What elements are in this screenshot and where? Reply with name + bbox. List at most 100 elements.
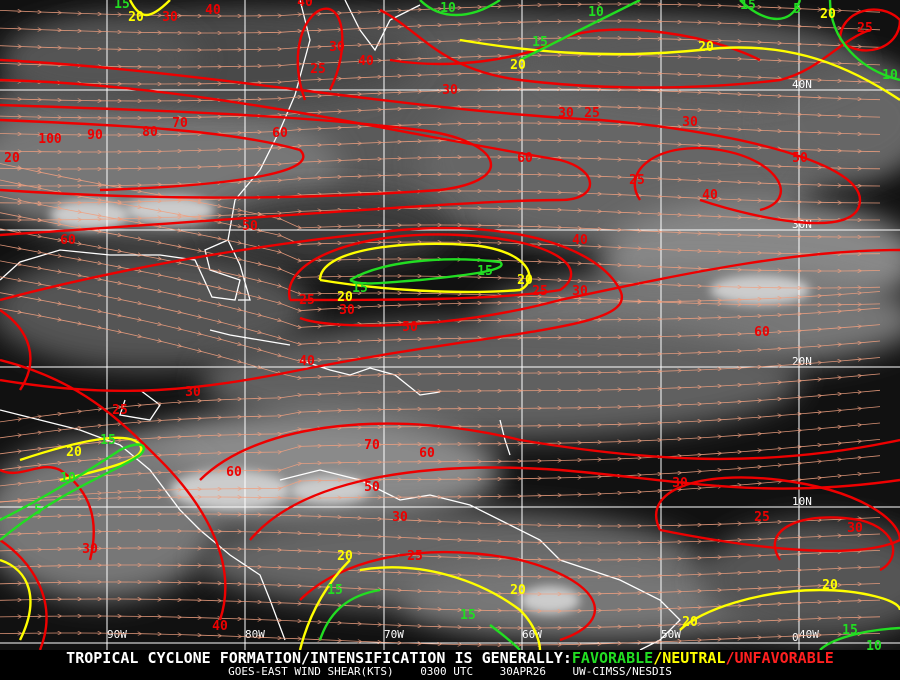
streamline: [0, 582, 881, 594]
legend-neutral: NEUTRAL: [662, 649, 726, 667]
shear-contour: [0, 58, 862, 225]
contour-label: 25: [629, 173, 645, 188]
streamline: [0, 140, 881, 152]
contour-label: 30: [572, 284, 588, 299]
contour-label: 60: [60, 233, 76, 248]
contour-label: 60: [754, 325, 770, 340]
contour-label: 15: [532, 35, 548, 50]
headline-prefix: TROPICAL CYCLONE FORMATION/INTENSIFICATI…: [66, 649, 572, 667]
product-source: UW-CIMSS/NESDIS: [572, 665, 672, 678]
contour-label: 15: [352, 281, 368, 296]
contour-label: 25: [407, 549, 423, 564]
streamline: [0, 89, 881, 101]
contour-label: 40: [205, 3, 221, 18]
contour-label: 20: [66, 445, 82, 460]
longitude-label: 40W: [799, 628, 819, 641]
contour-label: 15: [740, 0, 756, 13]
legend-unfavorable: UNFAVORABLE: [734, 649, 834, 667]
shear-contour: [0, 118, 305, 192]
contour-label: 40: [358, 54, 374, 69]
contour-label: 15: [842, 623, 858, 638]
contour-label: 50: [364, 480, 380, 495]
contour-label: 60: [517, 151, 533, 166]
contour-label: 30: [339, 303, 355, 318]
shear-contour: [679, 588, 900, 631]
contour-label: 70: [172, 116, 188, 131]
contour-label: 60: [272, 126, 288, 141]
shear-contour: [489, 624, 521, 651]
contour-label: 50: [402, 320, 418, 335]
contour-label: 20: [517, 273, 533, 288]
contour-label: 40: [572, 233, 588, 248]
contour-label: 60: [419, 446, 435, 461]
contour-label: 20: [682, 615, 698, 630]
product-info: GOES-EAST WIND SHEAR(KTS) 0300 UTC 30APR…: [0, 666, 900, 678]
latitude-label: 30N: [792, 218, 812, 231]
shear-contour: [419, 0, 501, 17]
shear-contour: [773, 516, 895, 572]
shear-contour: [299, 550, 596, 642]
shear-contour: [379, 8, 871, 89]
shear-contour: [318, 242, 531, 294]
contour-label: 30: [162, 10, 178, 25]
streamline: [0, 471, 881, 502]
shear-contour: [299, 248, 900, 327]
shear-contour: [0, 558, 32, 641]
contour-label: 30: [672, 476, 688, 491]
contour-label: 10: [60, 471, 76, 486]
product-name: GOES-EAST WIND SHEAR(KTS): [228, 665, 394, 678]
shear-contour: [0, 358, 227, 621]
contour-label: 90: [87, 128, 103, 143]
contour-label: 10: [588, 5, 604, 20]
contour-label: 20: [128, 10, 144, 25]
legend-footer: TROPICAL CYCLONE FORMATION/INTENSIFICATI…: [0, 650, 900, 680]
contour-label: 40: [297, 0, 313, 10]
streamline: [0, 548, 881, 560]
contour-label: 50: [792, 151, 808, 166]
contour-label: 70: [364, 438, 380, 453]
contour-label: 25: [299, 293, 315, 308]
contour-label: 30: [392, 510, 408, 525]
contour-label: 30: [558, 106, 574, 121]
bright-cloud: [520, 586, 580, 614]
shear-contour: [459, 38, 900, 101]
headline: TROPICAL CYCLONE FORMATION/INTENSIFICATI…: [0, 650, 900, 666]
contour-label: 20: [510, 583, 526, 598]
shear-contour: [828, 0, 900, 82]
contour-label: 15: [100, 433, 116, 448]
contour-label: 20: [822, 578, 838, 593]
shear-contour: [739, 0, 802, 20]
contour-label: 20: [4, 151, 20, 166]
separator: /: [653, 649, 663, 667]
contour-label: 20: [820, 7, 836, 22]
contour-label: 30: [329, 40, 345, 55]
contour-label: 25: [857, 21, 873, 36]
shear-contour: [349, 258, 503, 285]
contour-label: 5: [34, 503, 42, 518]
legend-favorable: FAVORABLE: [571, 649, 654, 667]
wind-streamlines: [0, 4, 881, 645]
shear-contour: [838, 8, 900, 52]
shear-contour: [654, 476, 900, 553]
longitude-label: 80W: [245, 628, 265, 641]
contour-label: 25: [112, 403, 128, 418]
cloud-area: [0, 20, 200, 100]
contour-label: 10: [882, 68, 898, 83]
contour-label: 40: [212, 619, 228, 634]
shear-contour: [298, 559, 351, 651]
contour-label: 15: [114, 0, 130, 12]
streamline: [0, 21, 881, 33]
contour-label: 30: [185, 385, 201, 400]
shear-contour: [0, 103, 492, 199]
product-time: 0300 UTC: [420, 665, 474, 678]
shear-contour: [199, 422, 900, 481]
shear-contour: [287, 233, 573, 302]
shear-contour: [359, 566, 542, 651]
contour-label: 30: [682, 115, 698, 130]
latitude-label: 0: [792, 631, 799, 644]
streamline: [0, 531, 881, 543]
contour-label: 10: [440, 1, 456, 16]
streamline: [0, 38, 881, 50]
